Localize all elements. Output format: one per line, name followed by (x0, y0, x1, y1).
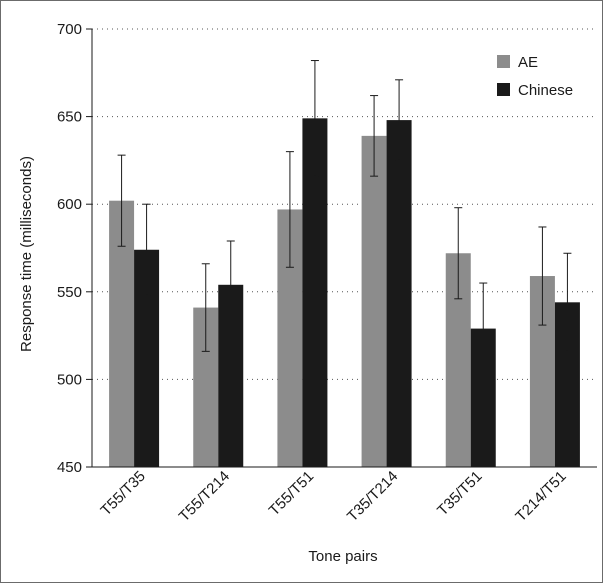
y-tick-label-650: 650 (57, 109, 82, 126)
x-tick-label-T35-T51: T35/T51 (434, 468, 486, 520)
error-bars (117, 60, 572, 375)
legend: AE Chinese (497, 54, 573, 99)
x-tick-label-T55-T35: T55/T35 (97, 468, 149, 520)
y-axis-title: Response time (milliseconds) (18, 156, 35, 352)
x-tick-label-T35-T214: T35/T214 (344, 468, 401, 525)
bars (109, 118, 580, 468)
y-tick-label-450: 450 (57, 459, 82, 476)
gridlines (92, 28, 597, 380)
y-tick-label-550: 550 (57, 284, 82, 301)
legend-label-chinese: Chinese (518, 82, 573, 99)
axes (86, 28, 597, 468)
bar-chinese-T35-T214 (386, 120, 412, 467)
legend-swatch-chinese (497, 83, 510, 96)
y-tick-label-700: 700 (57, 21, 82, 38)
legend-swatch-ae (497, 55, 510, 68)
x-tick-label-T55-T214: T55/T214 (176, 468, 233, 525)
y-tick-label-600: 600 (57, 196, 82, 213)
x-tick-label-T214-T51: T214/T51 (512, 468, 569, 525)
legend-label-ae: AE (518, 54, 538, 71)
y-tick-labels: 450 500 550 600 650 700 (57, 21, 82, 476)
x-tick-labels: T55/T35 T55/T214 T55/T51 T35/T214 T35/T51 T21… (97, 468, 569, 525)
x-axis-title: Tone pairs (308, 548, 377, 565)
bar-ae-T35-T214 (361, 135, 387, 467)
y-tick-label-500: 500 (57, 371, 82, 388)
x-tick-label-T55-T51: T55/T51 (266, 468, 318, 520)
